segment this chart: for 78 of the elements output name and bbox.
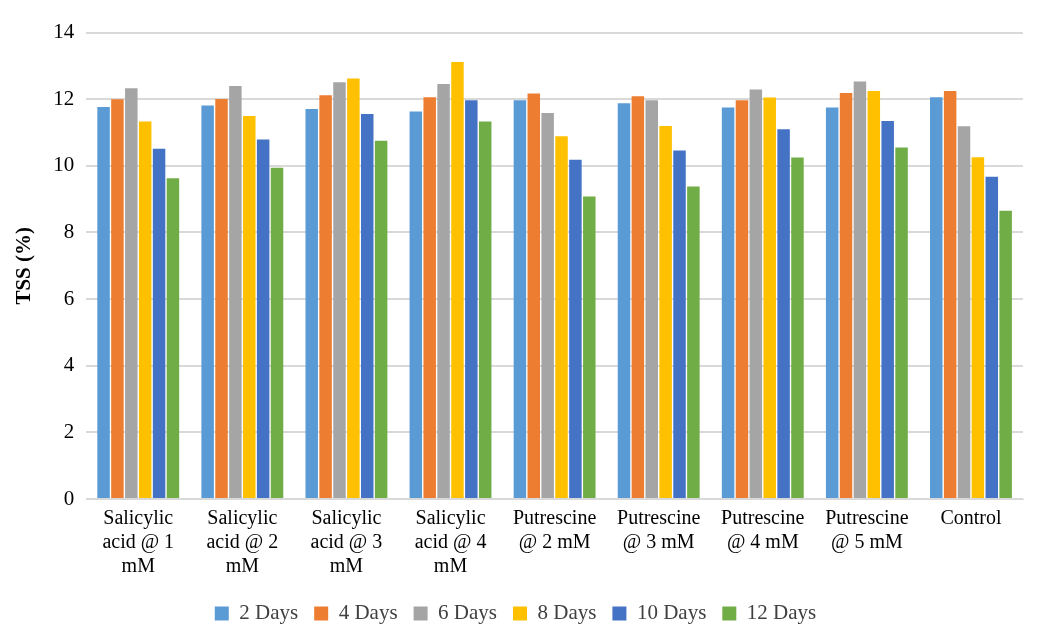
bar: [555, 136, 568, 498]
bar: [409, 111, 423, 498]
bar: [617, 103, 631, 498]
bar: [721, 107, 735, 498]
y-axis-title: TSS (%): [11, 227, 36, 305]
bar: [111, 99, 124, 498]
bar: [541, 112, 554, 498]
bar: [333, 82, 346, 498]
bar: [895, 147, 908, 498]
x-tick-label: Salicylic acid @ 1 mM: [102, 506, 175, 577]
legend-label: 2 Days: [239, 600, 299, 625]
y-tick-label: 2: [63, 418, 75, 443]
bar: [687, 186, 700, 498]
bar: [423, 97, 436, 498]
bar: [201, 105, 214, 498]
bar: [673, 150, 686, 498]
y-tick-label: 0: [63, 485, 75, 510]
bar: [437, 83, 450, 498]
x-tick-label: Putrescine @ 3 mM: [617, 506, 701, 554]
legend-label: 10 Days: [636, 600, 707, 625]
bar: [138, 121, 152, 498]
legend-label: 4 Days: [338, 600, 398, 625]
legend-label: 6 Days: [438, 600, 498, 625]
y-tick-label: 4: [63, 352, 75, 377]
bar: [839, 92, 853, 498]
bar: [125, 88, 138, 498]
bar: [763, 97, 776, 498]
y-tick-label: 6: [63, 285, 75, 310]
x-tick-label: Salicylic acid @ 4 mM: [414, 506, 487, 577]
x-tick-label: Putrescine @ 5 mM: [825, 506, 909, 554]
bar: [659, 125, 672, 498]
bar: [319, 95, 332, 498]
bar: [881, 120, 894, 498]
bar: [152, 148, 166, 498]
bar: [513, 100, 527, 498]
y-tick-label: 8: [63, 219, 75, 243]
x-tick-label: Control: [940, 506, 1002, 529]
y-tick-label: 12: [53, 85, 75, 110]
bar: [451, 61, 464, 498]
bar: [825, 107, 839, 498]
legend-label: 8 Days: [537, 600, 597, 625]
bar: [347, 78, 360, 498]
bar: [361, 113, 374, 498]
bar: [867, 90, 881, 498]
bar: [749, 89, 763, 498]
bar: [631, 96, 645, 498]
bar: [943, 90, 957, 498]
bar: [527, 93, 541, 498]
legend-label: 12 Days: [746, 600, 817, 625]
bar: [166, 178, 180, 498]
bar: [930, 97, 943, 498]
bar: [777, 129, 790, 498]
bar: [957, 126, 971, 498]
bar: [465, 100, 478, 498]
bar: [645, 100, 658, 498]
bar: [478, 121, 492, 498]
bar: [999, 210, 1012, 498]
bar: [791, 157, 804, 498]
bar: [583, 196, 596, 498]
bar: [243, 115, 256, 498]
x-tick-label: Salicylic acid @ 2 mM: [206, 506, 279, 577]
x-tick-label: Putrescine @ 4 mM: [721, 506, 805, 554]
bar: [971, 157, 985, 498]
bar: [853, 81, 867, 498]
x-tick-label: Salicylic acid @ 3 mM: [310, 506, 383, 577]
bar: [270, 167, 284, 498]
y-tick-label: 14: [53, 19, 75, 44]
bar: [229, 85, 242, 498]
bar: [735, 100, 749, 498]
bar: [569, 159, 582, 498]
x-tick-label: Putrescine @ 2 mM: [512, 506, 597, 554]
bar: [985, 176, 999, 498]
bar: [305, 108, 318, 498]
bar: [256, 139, 270, 498]
bar: [97, 106, 110, 498]
bar: [374, 140, 388, 498]
y-tick-label: 10: [53, 152, 75, 177]
bar: [215, 98, 228, 498]
